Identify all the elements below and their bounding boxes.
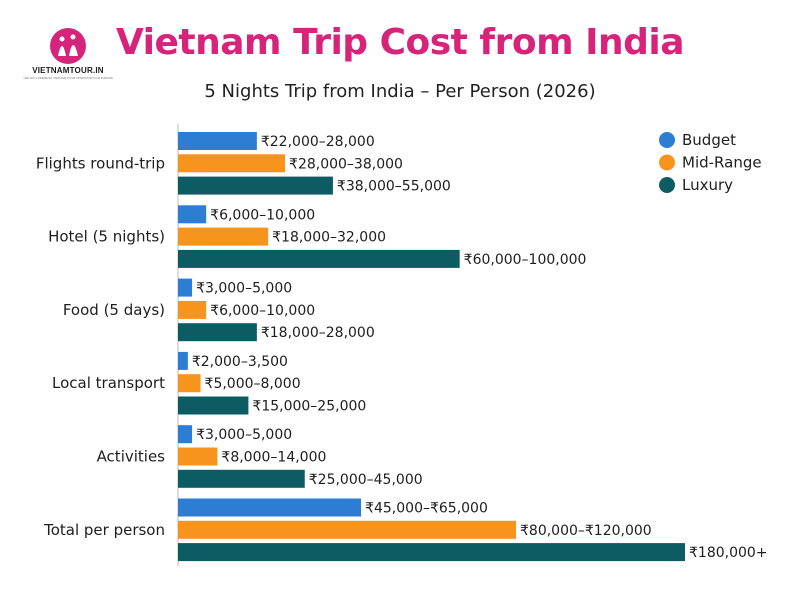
legend-label: Luxury: [682, 176, 733, 194]
category-label: Total per person: [43, 521, 165, 539]
page-subtitle: 5 Nights Trip from India – Per Person (2…: [204, 81, 596, 102]
data-label: ₹2,000–3,500: [192, 354, 288, 370]
data-label: ₹80,000–₹120,000: [520, 523, 652, 539]
legend-swatch-icon: [659, 177, 675, 193]
bar-luxury: [178, 396, 249, 415]
page-title: Vietnam Trip Cost from India: [115, 22, 685, 63]
bar-budget: [178, 132, 257, 150]
bar-mid-range: [178, 300, 207, 319]
data-label: ₹18,000–28,000: [261, 325, 375, 341]
data-label: ₹3,000–5,000: [196, 281, 292, 297]
brand-name: VIETNAMTOUR.IN: [32, 66, 104, 75]
bar-budget: [178, 205, 207, 224]
bar-budget: [178, 425, 193, 444]
legend-label: Budget: [682, 131, 736, 149]
data-label: ₹15,000–25,000: [252, 399, 366, 415]
category-label: Local transport: [52, 374, 165, 392]
data-label: ₹38,000–55,000: [337, 179, 451, 195]
category-label: Food (5 days): [63, 301, 165, 319]
legend-label: Mid-Range: [682, 154, 762, 172]
bar-mid-range: [178, 154, 286, 173]
bar-budget: [178, 498, 362, 517]
category-label: Flights round-trip: [36, 154, 165, 172]
bar-luxury: [178, 323, 257, 342]
bar-luxury: [178, 469, 305, 488]
bar-mid-range: [178, 520, 516, 539]
data-label: ₹18,000–32,000: [272, 230, 386, 246]
data-label: ₹5,000–8,000: [205, 376, 301, 392]
bar-luxury: [178, 249, 460, 268]
data-label: ₹28,000–38,000: [289, 156, 403, 172]
bar-mid-range: [178, 447, 218, 466]
bar-mid-range: [178, 227, 269, 246]
data-label: ₹60,000–100,000: [464, 252, 587, 268]
bar-luxury: [178, 176, 333, 195]
data-label: ₹6,000–10,000: [210, 303, 315, 319]
bar-budget: [178, 351, 188, 370]
legend-swatch-icon: [659, 154, 675, 171]
data-label: ₹25,000–45,000: [309, 472, 423, 488]
bar-luxury: [178, 543, 685, 562]
data-label: ₹180,000+: [689, 545, 768, 561]
data-label: ₹22,000–28,000: [261, 134, 375, 150]
data-label: ₹8,000–14,000: [221, 450, 326, 466]
category-label: Hotel (5 nights): [48, 228, 165, 246]
bar-budget: [178, 278, 193, 297]
data-label: ₹3,000–5,000: [196, 427, 292, 443]
data-label: ₹45,000–₹65,000: [365, 501, 488, 517]
brand-tagline: THE NO.1 PREMIUM VIETNAM TOUR OPERATOR F…: [23, 76, 113, 80]
legend-swatch-icon: [659, 132, 675, 148]
category-label: Activities: [97, 448, 166, 466]
bar-mid-range: [178, 374, 201, 393]
brand-logo-icon: [50, 28, 86, 64]
data-label: ₹6,000–10,000: [210, 207, 315, 223]
